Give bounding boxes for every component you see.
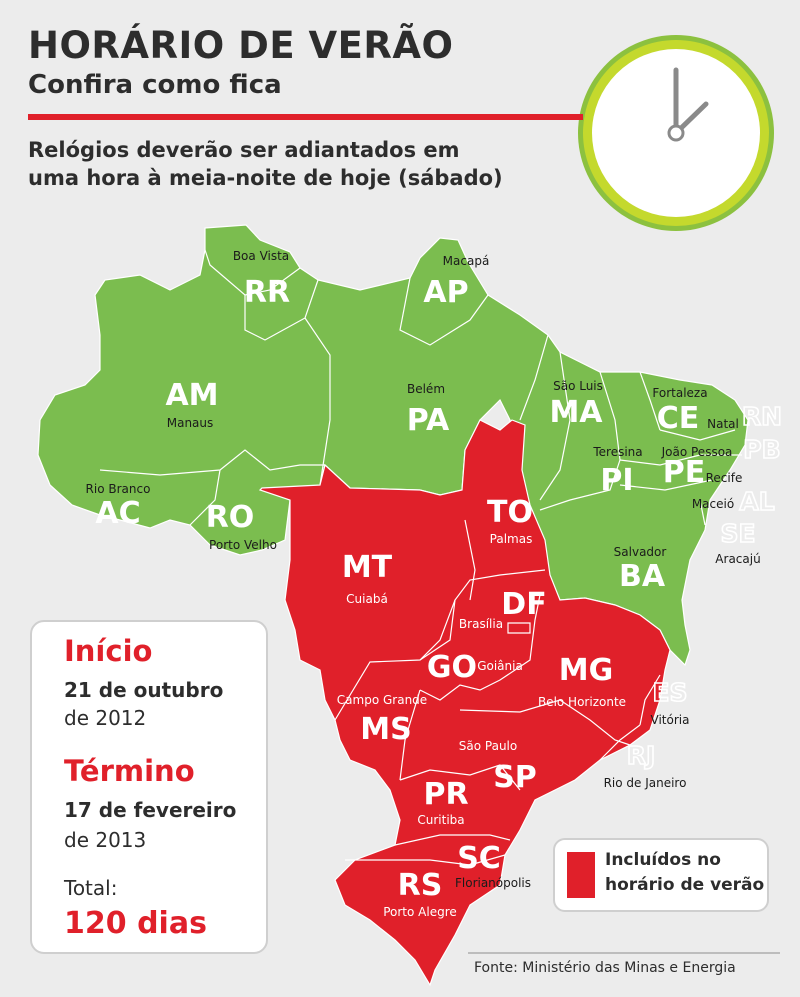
capital-label-pr: Curitiba: [417, 813, 464, 827]
state-label-sc: SC: [457, 841, 501, 876]
legend: Incluídos no horário de verão: [553, 838, 769, 912]
state-label-mt: MT: [342, 550, 393, 585]
state-label-df: DF: [501, 587, 546, 622]
legend-swatch: [567, 852, 595, 898]
capital-label-ce: Fortaleza: [652, 386, 707, 400]
capital-label-pa: Belém: [407, 382, 445, 396]
state-label-am: AM: [165, 378, 218, 413]
state-label-to: TO: [487, 495, 533, 530]
page-subtitle: Confira como fica: [28, 70, 282, 100]
source-divider: [468, 952, 780, 954]
capital-label-rj: Rio de Janeiro: [604, 776, 687, 790]
capital-label-sc: Florianópolis: [455, 876, 531, 890]
state-shape-south: [258, 419, 671, 987]
state-label-rr: RR: [244, 275, 290, 310]
capital-label-ma: São Luis: [553, 379, 603, 393]
start-date: 21 de outubro: [64, 678, 224, 702]
page-title: HORÁRIO DE VERÃO: [28, 24, 454, 67]
capital-label-go: Goiânia: [477, 659, 523, 673]
capital-label-es: Vitória: [651, 713, 690, 727]
start-label: Início: [64, 634, 153, 668]
capital-label-mg: Belo Horizonte: [538, 695, 626, 709]
title-divider: [28, 114, 583, 120]
state-label-mg: MG: [559, 653, 613, 688]
state-label-ac: AC: [95, 496, 140, 531]
capital-label-ap: Macapá: [443, 254, 490, 268]
state-label-ba: BA: [619, 559, 666, 594]
legend-line-1: Incluídos no: [605, 850, 721, 870]
capital-label-se: Aracajú: [715, 552, 760, 566]
state-label-pb: PB: [743, 435, 780, 464]
start-year: de 2012: [64, 706, 147, 730]
capital-label-rs: Porto Alegre: [383, 905, 457, 919]
capital-label-df: Brasília: [459, 617, 503, 631]
state-label-ce: CE: [657, 401, 700, 436]
capital-label-pi: Teresina: [592, 445, 642, 459]
capital-label-sp: São Paulo: [459, 739, 517, 753]
total-value: 120 dias: [64, 906, 207, 941]
state-label-sp: SP: [493, 760, 537, 795]
state-label-es: ES: [652, 678, 687, 707]
state-label-ms: MS: [360, 712, 411, 747]
clock-icon: [578, 35, 774, 231]
source-note: Fonte: Ministério das Minas e Energia: [474, 960, 736, 976]
end-label: Término: [64, 754, 195, 788]
capital-label-ms: Campo Grande: [337, 693, 427, 707]
capital-label-al: Maceió: [692, 497, 734, 511]
capital-label-ba: Salvador: [614, 545, 667, 559]
capital-label-am: Manaus: [167, 416, 214, 430]
state-label-pa: PA: [407, 403, 450, 438]
state-label-go: GO: [427, 650, 477, 685]
legend-label: Incluídos no horário de verão: [605, 848, 765, 898]
state-label-se: SE: [720, 519, 755, 548]
red-region: [258, 419, 671, 987]
state-label-rs: RS: [398, 868, 443, 903]
description-line-1: Relógios deverão ser adiantados em: [28, 138, 460, 162]
description-line-2: uma hora à meia-noite de hoje (sábado): [28, 166, 503, 190]
capital-label-pe: Recife: [706, 471, 743, 485]
end-date: 17 de fevereiro: [64, 798, 237, 822]
state-label-pe: PE: [663, 455, 705, 490]
state-label-al: AL: [739, 487, 774, 516]
total-label: Total:: [64, 876, 118, 900]
capital-label-mt: Cuiabá: [346, 592, 388, 606]
capital-label-ro: Porto Velho: [209, 538, 277, 552]
state-label-rn: RN: [742, 402, 782, 431]
state-label-ma: MA: [549, 395, 603, 430]
capital-label-to: Palmas: [490, 532, 533, 546]
green-region: [37, 224, 749, 667]
state-label-pi: PI: [600, 463, 633, 498]
state-label-rj: RJ: [627, 741, 656, 770]
end-year: de 2013: [64, 828, 147, 852]
description: Relógios deverão ser adiantados em uma h…: [28, 136, 568, 192]
info-panel: Início 21 de outubro de 2012 Término 17 …: [30, 620, 268, 954]
capital-label-pb: João Pessoa: [661, 445, 733, 459]
capital-label-rr: Boa Vista: [233, 249, 289, 263]
state-label-ro: RO: [206, 500, 255, 535]
capital-label-ac: Rio Branco: [86, 482, 151, 496]
capital-label-rn: Natal: [707, 417, 739, 431]
state-label-pr: PR: [423, 777, 468, 812]
state-label-ap: AP: [423, 275, 468, 310]
legend-line-2: horário de verão: [605, 875, 765, 895]
